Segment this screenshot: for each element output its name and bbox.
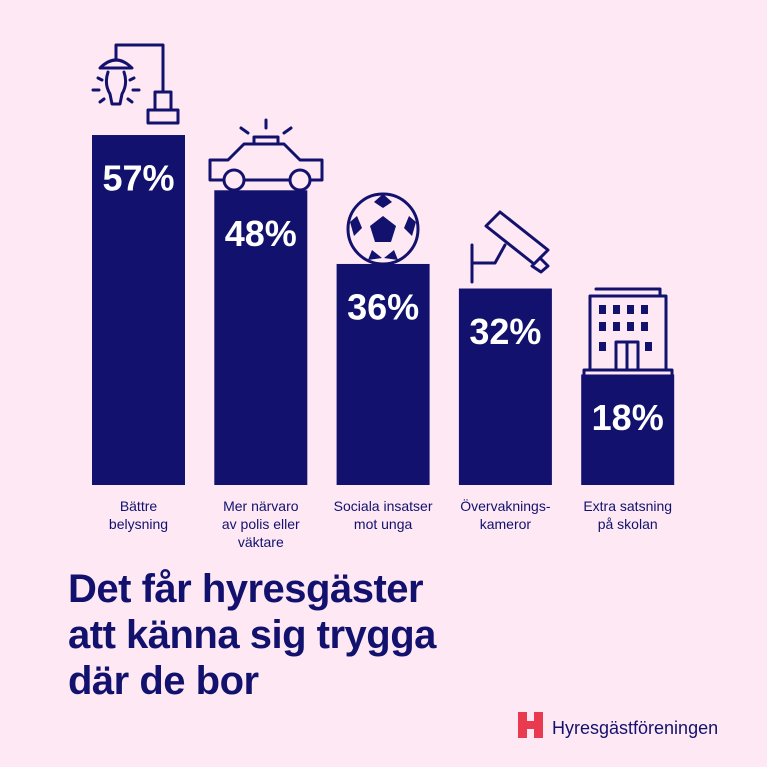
category-label: Bättre belysning bbox=[108, 498, 169, 532]
value-label: 57% bbox=[102, 158, 174, 199]
ball-icon bbox=[346, 192, 420, 266]
car-icon bbox=[208, 118, 324, 192]
category-label: Sociala insatser mot unga bbox=[333, 498, 433, 532]
lamp-icon bbox=[91, 43, 180, 125]
value-label: 36% bbox=[347, 286, 419, 327]
value-label: 18% bbox=[592, 397, 664, 438]
category-label: Övervaknings- kameror bbox=[460, 498, 551, 532]
bar bbox=[214, 190, 308, 485]
brand-name: Hyresgästföreningen bbox=[552, 718, 719, 738]
chart-title: Det får hyresgäster att känna sig trygga… bbox=[68, 567, 436, 703]
camera-icon bbox=[470, 210, 550, 284]
bar bbox=[458, 288, 552, 485]
value-label: 32% bbox=[469, 311, 541, 352]
bar bbox=[581, 374, 675, 485]
logo bbox=[518, 712, 543, 738]
bar bbox=[92, 135, 185, 485]
value-label: 48% bbox=[225, 213, 297, 254]
category-label: Mer närvaro av polis eller väktare bbox=[221, 498, 300, 550]
bar bbox=[336, 263, 430, 485]
building-icon bbox=[582, 287, 674, 379]
category-label: Extra satsning på skolan bbox=[583, 498, 673, 532]
